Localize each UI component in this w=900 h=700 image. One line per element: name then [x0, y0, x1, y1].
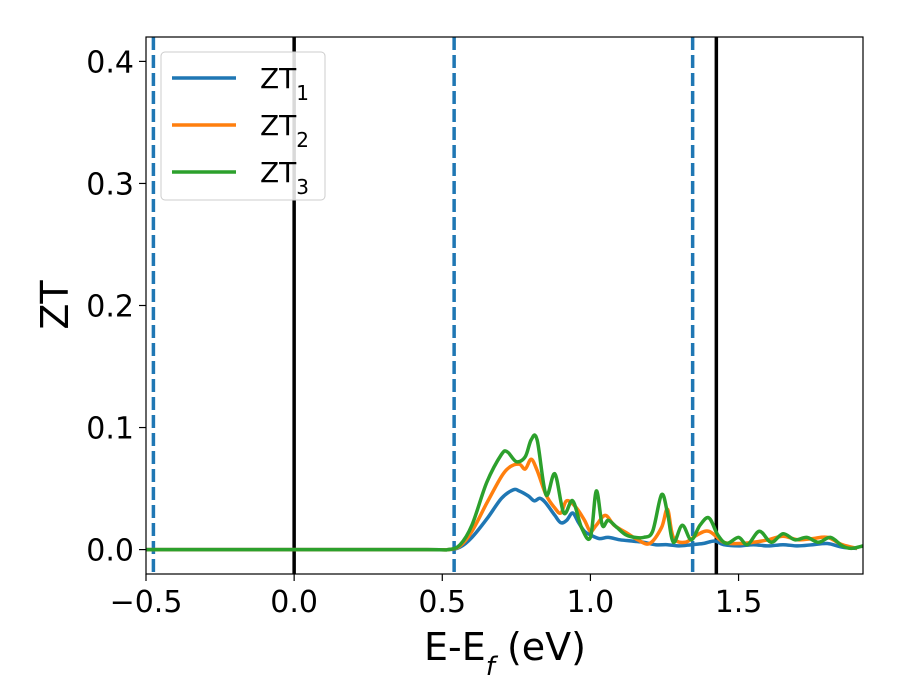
- legend-label-zt2: ZT2: [260, 109, 309, 152]
- x-tick-label: 1.0: [567, 585, 615, 620]
- legend-box: [160, 51, 326, 201]
- series-lines: [146, 433, 863, 552]
- x-tick-label: 1.5: [715, 585, 763, 620]
- series-line-zt2: [146, 457, 858, 552]
- y-tick-label: 0.2: [86, 290, 134, 325]
- x-tick-label: −0.5: [110, 585, 183, 620]
- series-line-zt3: [146, 433, 863, 552]
- y-tick-label: 0.1: [86, 412, 134, 447]
- x-axis-ticks: −0.5 0.0 0.5 1.0 1.5: [110, 574, 763, 620]
- y-axis-ticks: 0.0 0.1 0.2 0.3 0.4: [86, 45, 146, 569]
- legend-label-zt3: ZT3: [260, 156, 309, 199]
- y-tick-label: 0.0: [86, 534, 134, 569]
- legend-label-zt1: ZT1: [260, 62, 309, 105]
- x-axis-label: E-Ef (eV): [424, 625, 586, 682]
- x-tick-label: 0.5: [418, 585, 466, 620]
- x-tick-label: 0.0: [270, 585, 318, 620]
- y-tick-label: 0.3: [86, 167, 134, 202]
- y-tick-label: 0.4: [86, 45, 134, 80]
- y-axis-label: ZT: [33, 280, 77, 330]
